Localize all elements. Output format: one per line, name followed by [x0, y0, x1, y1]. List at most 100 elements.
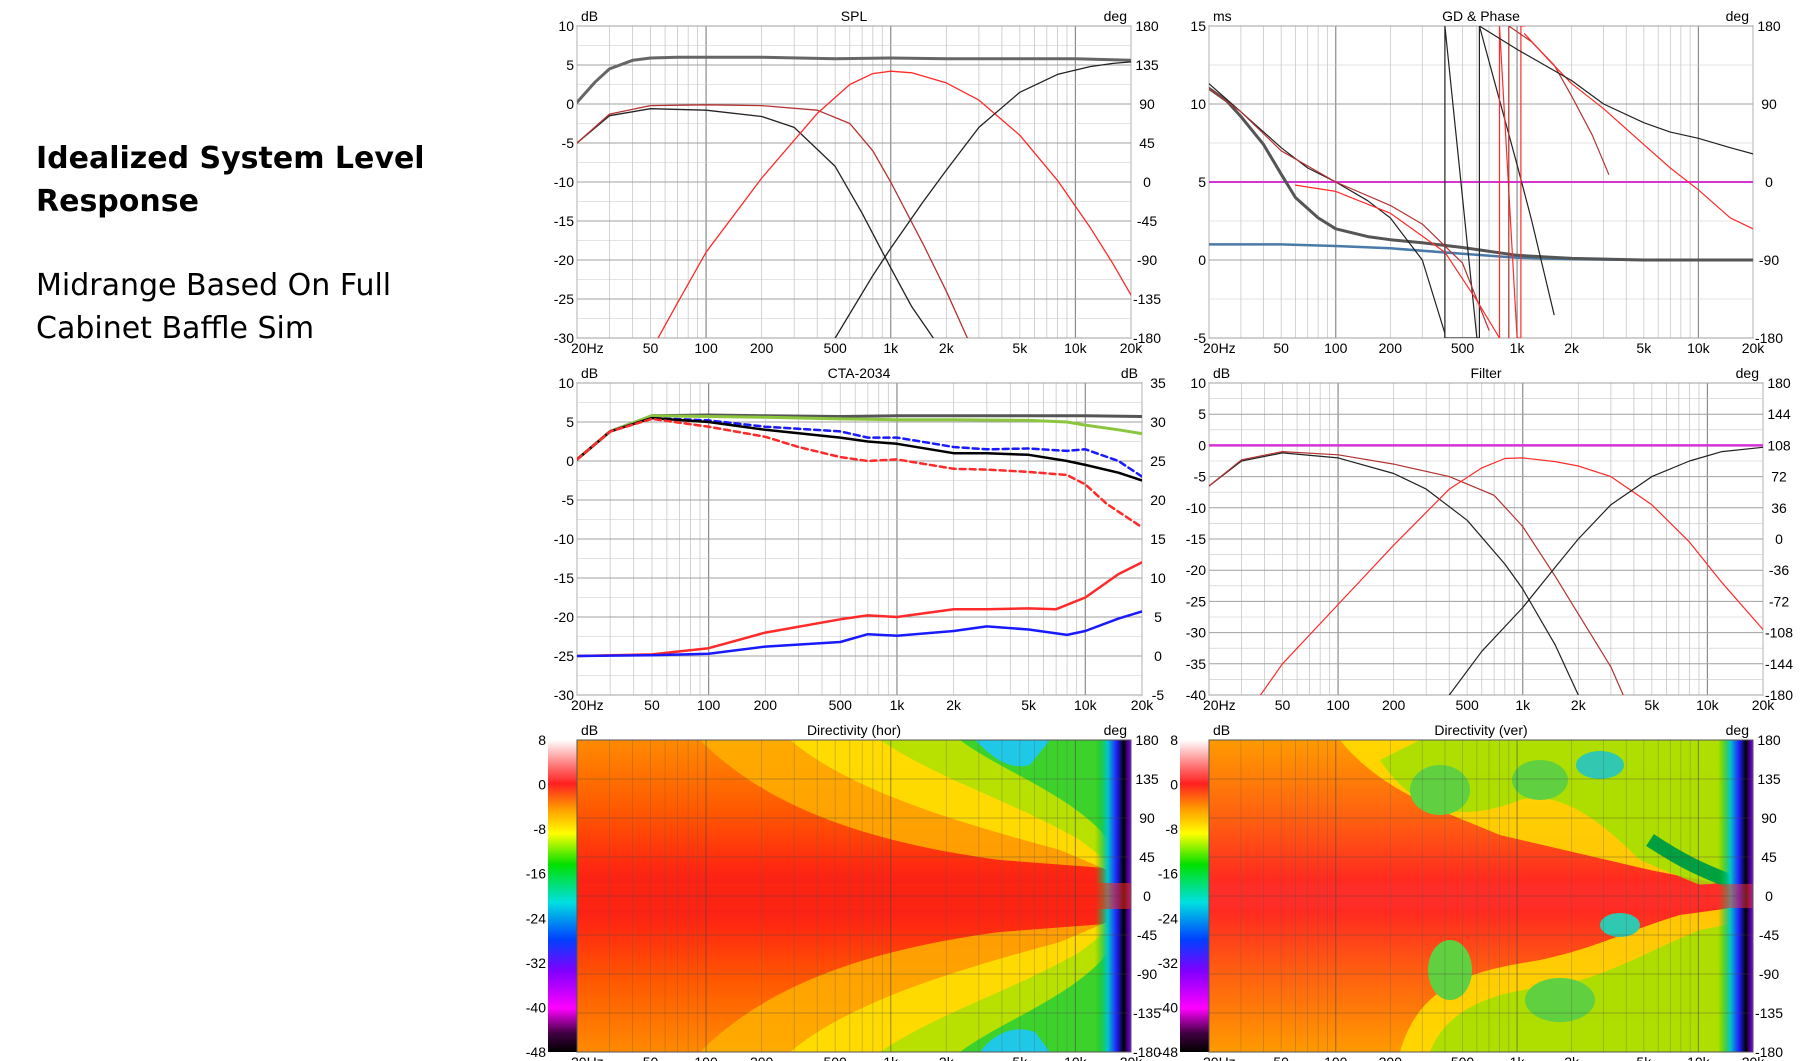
- y2-tick-label: -144: [1765, 656, 1793, 672]
- slide-title: Idealized System Level Response: [36, 137, 425, 223]
- colorbar-tick-label: -16: [526, 866, 546, 882]
- x-tick-label: 1k: [1510, 1054, 1526, 1061]
- y2-tick-label: 0: [1765, 888, 1773, 904]
- y2-tick-label: -135: [1133, 291, 1161, 307]
- x-tick-label: 500: [1455, 697, 1479, 713]
- y-tick-label: -35: [1186, 656, 1206, 672]
- y2-tick-label: 90: [1139, 96, 1155, 112]
- slide-title-line-2: Response: [36, 184, 199, 219]
- directivity-hor-chart: 8 0 -8 -16 -24 -32 -40 -48 180 135 90 45 0 -45 -90 -13…: [526, 722, 1161, 1061]
- y2-tick-label: -135: [1755, 1005, 1783, 1021]
- y2-tick-label: -180: [1755, 330, 1783, 346]
- dirv-right-unit: deg: [1726, 722, 1749, 738]
- spl-series-0: [577, 55, 1131, 104]
- dirh-left-unit: dB: [581, 722, 598, 738]
- x-tick-label: 5k: [1012, 340, 1028, 356]
- gd-series: [1209, 26, 1753, 338]
- x-tick-label: 50: [643, 340, 659, 356]
- x-tick-label: 2k: [946, 697, 962, 713]
- x-tick-label: 10k: [1074, 697, 1098, 713]
- dirh-y2-ticks: 180 135 90 45 0 -45 -90 -135 -180: [1133, 732, 1161, 1060]
- x-tick-label: 20Hz: [571, 697, 604, 713]
- y-tick-label: 5: [566, 414, 574, 430]
- y2-tick-label: -90: [1137, 252, 1157, 268]
- x-tick-label: 1k: [1510, 340, 1526, 356]
- cta-series-5: [577, 561, 1142, 658]
- gd-y-ticks: 15 10 5 0 -5: [1190, 18, 1206, 346]
- x-tick-label: 50: [644, 697, 660, 713]
- y2-tick-label: 135: [1135, 57, 1159, 73]
- y-tick-label: 10: [1190, 96, 1206, 112]
- slide-subtitle: Midrange Based On Full Cabinet Baffle Si…: [36, 264, 391, 350]
- y2-tick-label: -45: [1137, 927, 1157, 943]
- x-tick-label: 1k: [883, 340, 899, 356]
- y-tick-label: 0: [1198, 252, 1206, 268]
- colorbar-tick-label: -8: [1166, 821, 1179, 837]
- gd-series-4: [1444, 26, 1555, 338]
- x-tick-label: 10k: [1064, 1054, 1088, 1061]
- colorbar-tick-label: -32: [526, 955, 546, 971]
- x-tick-label: 200: [754, 697, 778, 713]
- spl-y-ticks: 10 5 0 -5 -10 -15 -20 -25 -30: [554, 18, 574, 346]
- y-tick-label: -30: [554, 687, 574, 703]
- y-tick-label: -20: [1186, 562, 1206, 578]
- x-tick-label: 20Hz: [1203, 340, 1236, 356]
- x-tick-label: 100: [697, 697, 721, 713]
- gd-y2-ticks: 180 90 0 -90 -180: [1755, 18, 1783, 346]
- x-tick-label: 500: [823, 1054, 847, 1061]
- y-tick-label: -5: [1194, 469, 1207, 485]
- colorbar-tick-label: 8: [1170, 732, 1178, 748]
- colorbar-tick-label: -8: [534, 821, 547, 837]
- spl-title: SPL: [841, 8, 868, 24]
- y2-tick-label: 15: [1150, 531, 1166, 547]
- slide-subtitle-line-2: Cabinet Baffle Sim: [36, 311, 315, 346]
- y-tick-label: 0: [566, 453, 574, 469]
- gd-series-2: [1209, 86, 1753, 262]
- y-tick-label: -25: [554, 648, 574, 664]
- y2-tick-label: 90: [1761, 810, 1777, 826]
- y-tick-label: -10: [1186, 500, 1206, 516]
- dirh-title: Directivity (hor): [807, 722, 901, 738]
- x-tick-label: 200: [750, 1054, 774, 1061]
- filter-left-unit: dB: [1213, 365, 1230, 381]
- x-tick-label: 5k: [1012, 1054, 1028, 1061]
- y2-tick-label: 108: [1767, 437, 1791, 453]
- dirv-heatmap: [1209, 740, 1753, 1052]
- y2-tick-label: 180: [1135, 18, 1159, 34]
- y2-tick-label: -180: [1765, 687, 1793, 703]
- filter-title: Filter: [1470, 365, 1501, 381]
- x-tick-label: 50: [1273, 340, 1289, 356]
- x-tick-label: 2k: [1564, 1054, 1580, 1061]
- y2-tick-label: 180: [1767, 375, 1791, 391]
- x-tick-label: 200: [750, 340, 774, 356]
- y2-tick-label: 135: [1757, 771, 1781, 787]
- y2-tick-label: 0: [1143, 888, 1151, 904]
- y-tick-label: -25: [554, 291, 574, 307]
- dirv-title: Directivity (ver): [1434, 722, 1527, 738]
- y2-tick-label: 0: [1154, 648, 1162, 664]
- y-tick-label: -15: [554, 570, 574, 586]
- y2-tick-label: 10: [1150, 570, 1166, 586]
- filter-x-ticks: 20Hz 50 100 200 500 1k 2k 5k 10k 20k: [1203, 697, 1775, 713]
- dirh-colorbar-ticks: 8 0 -8 -16 -24 -32 -40 -48: [526, 732, 546, 1060]
- y-tick-label: 5: [1198, 174, 1206, 190]
- cta-y-ticks: 10 5 0 -5 -10 -15 -20 -25 -30: [554, 375, 574, 703]
- x-tick-label: 500: [823, 340, 847, 356]
- filter-series: [1209, 444, 1763, 695]
- spl-x-ticks: 20Hz 50 100 200 500 1k 2k 5k 10k 20k: [571, 340, 1143, 356]
- y2-tick-label: 180: [1135, 732, 1159, 748]
- x-tick-label: 20Hz: [571, 340, 604, 356]
- x-tick-label: 50: [1275, 697, 1291, 713]
- y2-tick-label: 0: [1143, 174, 1151, 190]
- x-tick-label: 1k: [1515, 697, 1531, 713]
- colorbar-tick-label: -40: [1158, 999, 1178, 1015]
- x-tick-label: 2k: [939, 1054, 955, 1061]
- x-tick-label: 10k: [1687, 1054, 1711, 1061]
- cta-title: CTA-2034: [828, 365, 891, 381]
- colorbar-tick-label: -24: [1158, 910, 1178, 926]
- dirv-left-unit: dB: [1213, 722, 1230, 738]
- y2-tick-label: -72: [1769, 593, 1789, 609]
